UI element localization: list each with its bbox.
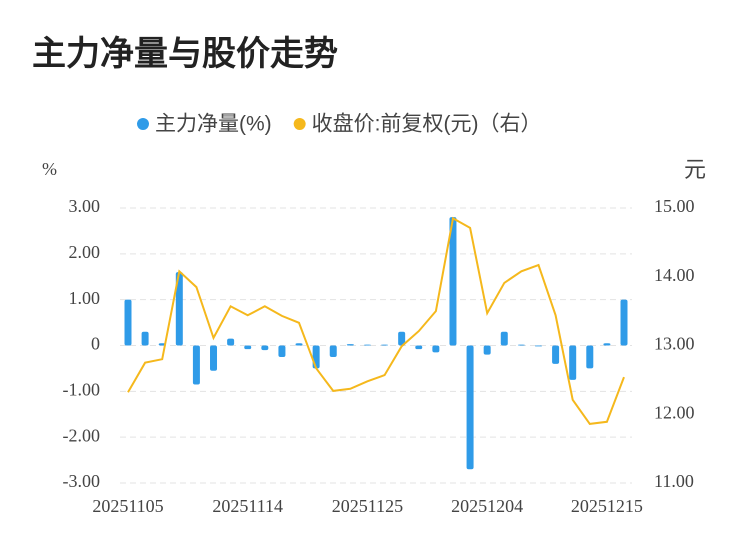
bar — [586, 345, 594, 369]
y2-axis-label: 元 — [684, 157, 706, 182]
legend-label: 收盘价:前复权(元)（右） — [312, 113, 542, 136]
y-tick-label: -3.00 — [63, 471, 101, 491]
y-tick-label: 1.00 — [69, 288, 101, 308]
y-tick-label: 2.00 — [69, 242, 101, 262]
bar — [517, 344, 525, 346]
bar — [192, 345, 200, 385]
bar — [158, 343, 166, 346]
bar — [552, 345, 560, 364]
bar — [175, 272, 183, 346]
y2-tick-label: 14.00 — [654, 265, 695, 285]
bar — [346, 344, 354, 346]
bar — [603, 343, 611, 346]
y2-tick-label: 15.00 — [654, 196, 695, 216]
bar — [329, 345, 337, 357]
bar — [124, 299, 132, 346]
bar — [381, 344, 389, 346]
y-tick-label: 0 — [91, 334, 100, 354]
bar — [398, 331, 406, 346]
bar — [449, 217, 457, 346]
bar — [534, 345, 542, 347]
bar — [432, 345, 440, 353]
bar — [483, 345, 491, 355]
bar — [278, 345, 286, 357]
x-tick-label: 20251215 — [571, 496, 643, 516]
bar — [210, 345, 218, 371]
bar — [466, 345, 474, 470]
y-tick-label: -1.00 — [63, 379, 101, 399]
bar — [312, 345, 320, 369]
legend-marker — [137, 118, 149, 130]
bar — [261, 345, 269, 351]
y2-tick-label: 11.00 — [654, 471, 694, 491]
bar — [141, 331, 149, 346]
x-tick-label: 20251105 — [92, 496, 163, 516]
y-tick-label: -2.00 — [63, 425, 101, 445]
y2-tick-label: 12.00 — [654, 402, 695, 422]
x-tick-label: 20251204 — [451, 496, 523, 516]
bar — [500, 331, 508, 346]
bar — [569, 345, 577, 380]
legend-label: 主力净量(%) — [155, 113, 272, 136]
y-axis-label: % — [42, 159, 57, 179]
y2-tick-label: 13.00 — [654, 334, 695, 354]
legend-marker — [293, 118, 306, 130]
price-line — [127, 216, 625, 425]
bar — [227, 338, 235, 346]
bar — [415, 345, 423, 350]
chart-title: 主力净量与股价走势 — [32, 35, 338, 73]
bar — [620, 299, 628, 346]
x-tick-label: 20251125 — [332, 496, 403, 516]
bar — [363, 344, 371, 346]
bar — [295, 343, 303, 346]
x-tick-label: 20251114 — [212, 496, 283, 516]
y-tick-label: 3.00 — [69, 196, 101, 216]
bar — [244, 345, 252, 350]
